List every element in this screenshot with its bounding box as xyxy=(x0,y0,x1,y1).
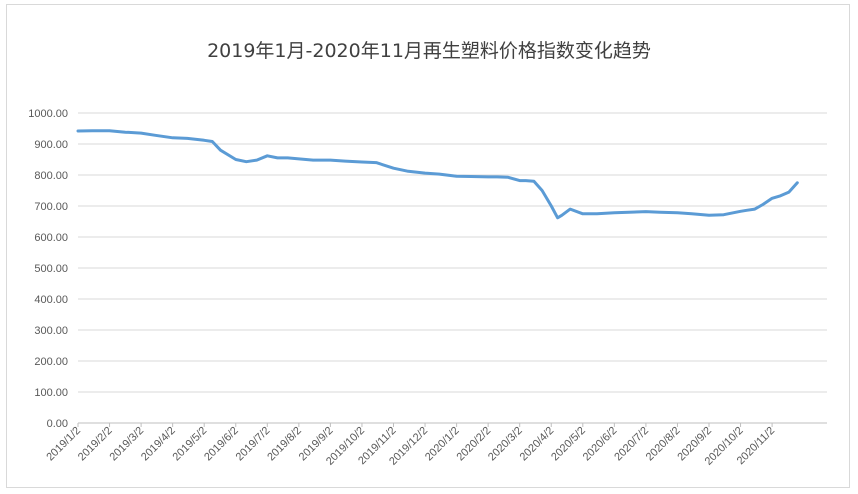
x-axis-tick-labels: 2019/1/22019/2/22019/3/22019/4/22019/5/2… xyxy=(44,423,777,468)
y-tick-label: 600.00 xyxy=(34,232,68,244)
y-tick-label: 400.00 xyxy=(34,294,68,306)
y-tick-label: 1000.00 xyxy=(28,108,68,120)
series-line xyxy=(76,129,799,220)
chart-frame xyxy=(6,4,850,488)
y-tick-label: 500.00 xyxy=(34,263,68,275)
series-layer xyxy=(76,129,799,220)
y-tick-label: 900.00 xyxy=(34,139,68,151)
chart-title: 2019年1月-2020年11月再生塑料价格指数变化趋势 xyxy=(207,40,651,62)
gridlines xyxy=(78,112,827,424)
y-axis-tick-labels: 0.00 100.00 200.00 300.00 400.00 500.00 600.00… xyxy=(28,108,68,430)
y-tick-label: 800.00 xyxy=(34,170,68,182)
y-tick-label: 300.00 xyxy=(34,325,68,337)
y-tick-label: 0.00 xyxy=(47,418,68,430)
y-tick-label: 100.00 xyxy=(34,387,68,399)
y-tick-label: 200.00 xyxy=(34,356,68,368)
y-tick-label: 700.00 xyxy=(34,201,68,213)
